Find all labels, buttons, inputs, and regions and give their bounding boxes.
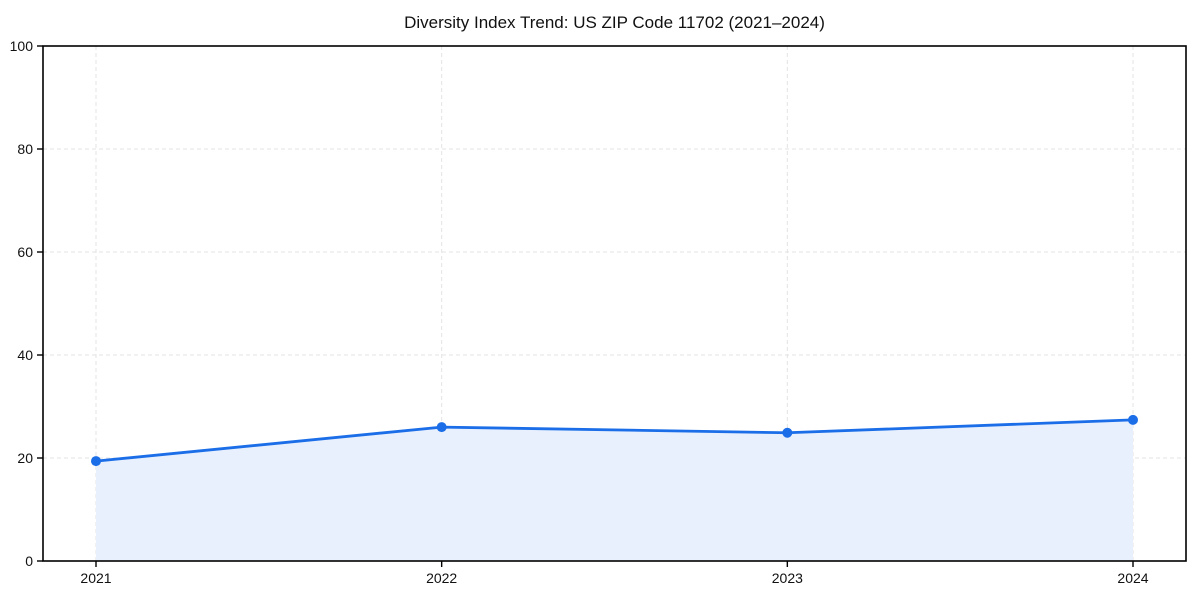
y-tick-label: 40: [17, 347, 33, 363]
data-point-marker-2023: [782, 427, 793, 438]
area-fill: [96, 419, 1133, 561]
y-tick-label: 20: [17, 450, 33, 466]
y-tick-label: 100: [10, 38, 34, 54]
x-tick-label: 2021: [80, 570, 111, 586]
axis-frame: [42, 45, 1187, 562]
x-tick-label: 2024: [1117, 570, 1148, 586]
y-tick-label: 80: [17, 141, 33, 157]
data-point-marker-2021: [91, 456, 101, 467]
chart-title: Diversity Index Trend: US ZIP Code 11702…: [404, 13, 825, 32]
data-point-marker-2022: [436, 422, 447, 433]
x-tick-label: 2023: [772, 570, 803, 586]
y-tick-label: 0: [25, 553, 33, 569]
x-tick-label: 2022: [426, 570, 457, 586]
data-point-marker-2024: [1128, 414, 1138, 425]
trend-line: [94, 418, 1135, 463]
y-tick-label: 60: [17, 244, 33, 260]
